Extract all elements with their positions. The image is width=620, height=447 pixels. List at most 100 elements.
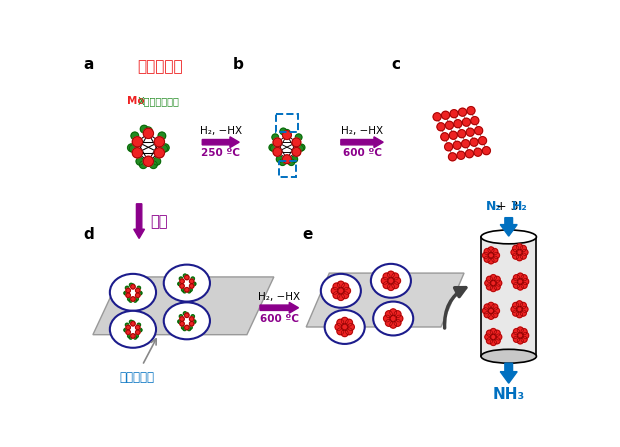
Circle shape [513,253,519,259]
Circle shape [280,128,286,135]
Circle shape [130,320,133,324]
Circle shape [185,275,189,280]
Ellipse shape [321,274,361,308]
Circle shape [126,288,130,293]
Circle shape [522,249,528,255]
Circle shape [136,293,140,298]
Circle shape [390,315,397,322]
Circle shape [516,255,523,261]
Circle shape [158,132,166,139]
Circle shape [291,156,298,163]
Circle shape [272,134,278,140]
Circle shape [342,283,348,290]
Text: 600 ºC: 600 ºC [342,148,381,158]
Circle shape [180,317,184,321]
Circle shape [298,144,305,151]
Circle shape [490,329,497,335]
Circle shape [520,310,526,316]
Bar [279,161,296,177]
Circle shape [183,290,186,293]
Circle shape [179,283,182,286]
Text: 添着: 添着 [151,214,168,229]
Circle shape [482,308,489,314]
Circle shape [131,132,139,139]
Circle shape [513,329,520,335]
Circle shape [513,282,520,288]
Ellipse shape [325,310,365,344]
Circle shape [140,161,147,169]
Circle shape [386,311,392,318]
Circle shape [125,286,129,290]
Circle shape [513,303,519,308]
Circle shape [458,130,466,138]
Text: H₂, −HX: H₂, −HX [200,126,242,136]
FancyArrowPatch shape [445,287,466,328]
Circle shape [448,153,456,161]
Circle shape [475,127,483,135]
Text: NH₃: NH₃ [492,387,525,402]
Circle shape [523,278,529,285]
Circle shape [488,257,494,264]
Circle shape [273,138,282,147]
Circle shape [129,336,133,339]
Circle shape [185,275,188,278]
Circle shape [179,277,183,280]
Circle shape [484,312,490,318]
Circle shape [513,336,520,342]
Circle shape [341,330,348,337]
Circle shape [135,334,138,337]
Circle shape [482,147,490,155]
Circle shape [517,284,523,290]
Circle shape [474,148,482,156]
Circle shape [279,159,286,165]
Circle shape [129,299,133,302]
Circle shape [437,123,445,131]
Circle shape [517,278,523,285]
Ellipse shape [481,230,536,244]
Circle shape [381,277,388,284]
Text: H₂: H₂ [512,200,528,213]
Text: b: b [233,58,244,72]
Circle shape [193,282,196,286]
Circle shape [333,283,340,290]
Circle shape [445,143,453,151]
Circle shape [185,312,188,316]
Text: e: e [303,227,312,242]
Circle shape [185,313,189,317]
Circle shape [269,144,276,151]
Circle shape [394,311,401,318]
Circle shape [183,327,186,331]
Circle shape [495,280,502,286]
Circle shape [182,326,185,329]
Circle shape [283,155,291,164]
Text: 多孔質担体: 多孔質担体 [119,371,154,384]
Circle shape [487,276,493,283]
Circle shape [494,252,500,258]
Circle shape [333,291,340,299]
Circle shape [386,319,392,326]
Circle shape [337,328,344,335]
Circle shape [516,249,523,255]
Circle shape [517,273,523,279]
Polygon shape [202,137,239,148]
Circle shape [136,325,140,330]
Circle shape [143,156,153,166]
Circle shape [154,137,164,147]
Circle shape [490,334,497,340]
Circle shape [132,148,143,158]
Circle shape [512,333,518,338]
Circle shape [135,297,138,301]
Ellipse shape [110,311,156,348]
Circle shape [470,138,478,146]
Circle shape [388,271,394,278]
Text: + 3: + 3 [497,200,519,213]
Circle shape [494,284,500,290]
Circle shape [457,151,465,159]
Circle shape [295,134,302,140]
Polygon shape [500,218,517,236]
Circle shape [517,338,523,344]
Circle shape [488,252,494,258]
Circle shape [283,131,291,139]
Circle shape [492,312,498,318]
Circle shape [190,317,194,321]
